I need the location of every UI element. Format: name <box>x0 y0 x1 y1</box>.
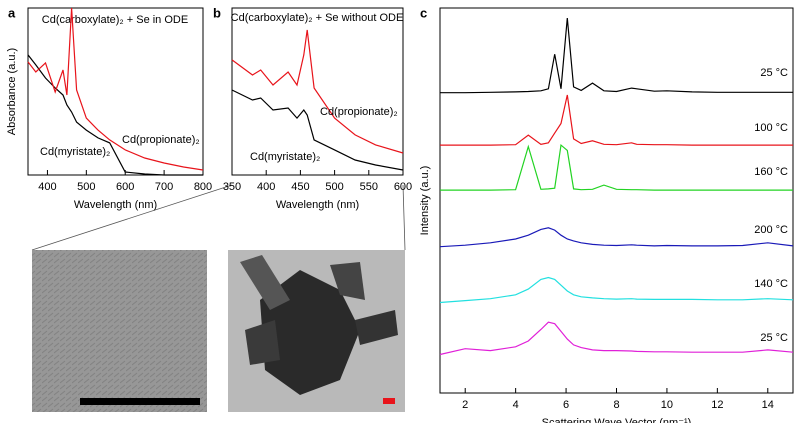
zoom-line <box>402 184 406 251</box>
series-label: 160 °C <box>754 166 788 178</box>
x-tick-label: 600 <box>394 181 412 193</box>
zoom-line <box>31 184 233 251</box>
chart-title: Cd(carboxylate)₂ + Se without ODE <box>231 12 404 24</box>
x-tick-label: 14 <box>762 399 774 411</box>
x-tick-label: 500 <box>77 181 95 193</box>
series-line <box>231 29 404 154</box>
x-tick-label: 600 <box>116 181 134 193</box>
series-line <box>231 89 404 171</box>
plot-frame <box>231 7 404 176</box>
scale-bar <box>80 398 200 405</box>
y-axis-label: Intensity (a.u.) <box>419 166 431 236</box>
series-label: 200 °C <box>754 224 788 236</box>
series-line <box>439 276 794 304</box>
x-axis-label: Wavelength (nm) <box>74 199 157 211</box>
series-label: 25 °C <box>760 332 788 344</box>
y-axis-label: Absorbance (a.u.) <box>6 48 18 135</box>
series-line <box>27 54 203 176</box>
series-line <box>439 227 794 248</box>
series-line <box>440 143 793 191</box>
x-tick-label: 12 <box>711 399 723 411</box>
plot-frame <box>27 7 204 176</box>
x-tick-label: 500 <box>325 181 343 193</box>
series-label: Cd(propionate)₂ <box>122 134 200 146</box>
x-tick-label: 4 <box>513 399 519 411</box>
micrograph-right <box>228 250 405 412</box>
x-tick-label: 10 <box>661 399 673 411</box>
plot-frame <box>439 7 794 394</box>
x-tick-label: 350 <box>223 181 241 193</box>
series-label: Cd(propionate)₂ <box>320 106 398 118</box>
series-label: Cd(myristate)₂ <box>40 146 110 158</box>
series-label: 100 °C <box>754 122 788 134</box>
panel-label: b <box>213 5 221 20</box>
series-line <box>27 7 204 171</box>
panel-label: a <box>8 5 16 20</box>
series-line <box>439 321 794 356</box>
micrograph-left <box>32 250 207 412</box>
x-axis-label: Wavelength (nm) <box>276 199 359 211</box>
x-tick-label: 400 <box>38 181 56 193</box>
x-tick-label: 6 <box>563 399 569 411</box>
x-tick-label: 700 <box>155 181 173 193</box>
series-label: 25 °C <box>760 67 788 79</box>
panel-label: c <box>420 5 427 20</box>
scale-bar <box>383 398 395 404</box>
x-tick-label: 800 <box>194 181 212 193</box>
x-tick-label: 550 <box>360 181 378 193</box>
x-tick-label: 400 <box>257 181 275 193</box>
x-axis-label: Scattering Wave Vector (nm⁻¹) <box>542 417 692 423</box>
chart-title: Cd(carboxylate)₂ + Se in ODE <box>42 14 188 26</box>
x-tick-label: 8 <box>613 399 619 411</box>
x-tick-label: 2 <box>462 399 468 411</box>
x-tick-label: 450 <box>291 181 309 193</box>
series-label: 140 °C <box>754 278 788 290</box>
series-line <box>440 94 793 146</box>
series-label: Cd(myristate)₂ <box>250 151 320 163</box>
series-line <box>440 17 793 94</box>
